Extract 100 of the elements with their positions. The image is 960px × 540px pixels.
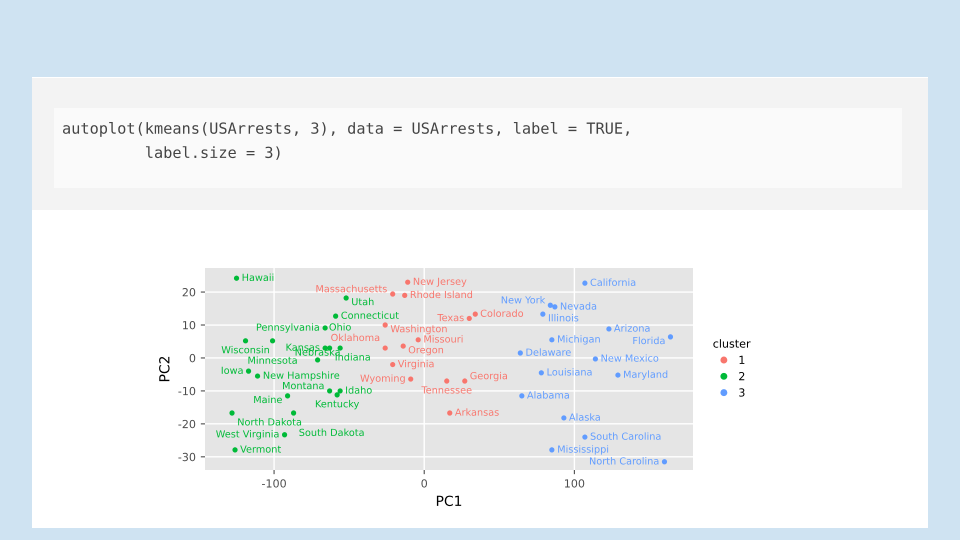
point bbox=[382, 322, 388, 328]
x-tick-label: -100 bbox=[262, 479, 286, 488]
point bbox=[462, 378, 468, 384]
annotation: Hawaii bbox=[242, 274, 274, 282]
x-tick-label: 100 bbox=[564, 479, 584, 488]
point bbox=[447, 410, 452, 416]
annotation: California bbox=[590, 278, 636, 286]
annotation: North Carolina bbox=[590, 457, 658, 465]
annotation: Idaho bbox=[346, 386, 372, 394]
point bbox=[408, 376, 414, 382]
annotation: North Dakota bbox=[238, 418, 302, 426]
point bbox=[334, 392, 340, 398]
point bbox=[582, 434, 588, 440]
y-axis-title: PC2 bbox=[159, 356, 170, 382]
annotation: Oregon bbox=[408, 346, 444, 356]
y-tick-label: 10 bbox=[183, 320, 196, 330]
annotation: Virginia bbox=[398, 360, 434, 370]
annotation: Missouri bbox=[424, 335, 463, 343]
y-tick-label: 20 bbox=[182, 288, 196, 296]
point bbox=[284, 393, 290, 398]
annotation: Maine bbox=[254, 396, 282, 404]
point bbox=[234, 276, 240, 281]
y-tick-label: -10 bbox=[178, 386, 196, 396]
point bbox=[466, 316, 472, 322]
point bbox=[549, 337, 554, 342]
point bbox=[668, 334, 674, 340]
point bbox=[518, 350, 523, 356]
annotation: Minnesota bbox=[248, 356, 297, 364]
text: autoplot(kmeans(USArrests, 3), data = USArrests, label = TRUE, label.size = 3) bbox=[62, 122, 629, 160]
annotation: New Jersey bbox=[414, 278, 467, 287]
annotation: Connecticut bbox=[341, 311, 399, 319]
annotation: Louisiana bbox=[548, 368, 592, 376]
point bbox=[416, 337, 421, 342]
point bbox=[400, 344, 406, 349]
annotation: Tennessee bbox=[421, 386, 472, 394]
annotation: Florida bbox=[633, 336, 665, 344]
point bbox=[402, 292, 408, 298]
legend-label: 2 bbox=[739, 372, 744, 380]
annotation: Arkansas bbox=[454, 408, 499, 416]
annotation: Massachusetts bbox=[316, 284, 387, 292]
annotation: Illinois bbox=[548, 314, 578, 322]
point bbox=[519, 393, 524, 398]
point bbox=[344, 295, 349, 301]
point bbox=[322, 325, 328, 331]
point bbox=[405, 280, 410, 285]
point bbox=[582, 280, 588, 286]
point bbox=[333, 314, 338, 319]
point bbox=[290, 410, 296, 416]
point bbox=[540, 312, 546, 317]
annotation: South Dakota bbox=[299, 428, 364, 436]
annotation: New Hampshire bbox=[264, 371, 340, 381]
point bbox=[327, 388, 332, 394]
point bbox=[254, 373, 260, 379]
point bbox=[552, 304, 558, 310]
x-axis-title: PC1 bbox=[436, 496, 462, 506]
annotation: Wisconsin bbox=[222, 346, 269, 354]
legend-label: 3 bbox=[739, 388, 744, 397]
annotation: Wyoming bbox=[360, 374, 405, 384]
point bbox=[282, 432, 288, 438]
annotation: Ohio bbox=[329, 323, 351, 331]
annotation: Washington bbox=[390, 324, 447, 334]
point bbox=[561, 415, 566, 421]
point bbox=[242, 338, 248, 344]
annotation: Montana bbox=[283, 382, 324, 390]
point bbox=[548, 302, 553, 308]
legend-title: cluster bbox=[713, 339, 751, 348]
point bbox=[246, 368, 252, 374]
point bbox=[606, 326, 612, 332]
annotation: Kentucky bbox=[316, 400, 360, 410]
point bbox=[382, 345, 388, 351]
annotation: Pennsylvania bbox=[256, 323, 319, 333]
annotation: South Carolina bbox=[590, 432, 660, 440]
point bbox=[615, 372, 621, 378]
annotation: Vermont bbox=[240, 445, 281, 453]
annotation: West Virginia bbox=[216, 430, 279, 440]
legend-label: 1 bbox=[740, 356, 744, 364]
point bbox=[390, 362, 396, 368]
point bbox=[390, 291, 396, 297]
annotation: Utah bbox=[352, 298, 374, 306]
annotation: Georgia bbox=[470, 372, 508, 382]
annotation: New Mexico bbox=[602, 354, 658, 362]
point bbox=[232, 447, 238, 452]
y-tick-label: -20 bbox=[178, 420, 196, 428]
point bbox=[538, 370, 544, 376]
x-tick-label: 0 bbox=[421, 479, 428, 488]
annotation: Delaware bbox=[526, 348, 571, 356]
annotation: Colorado bbox=[480, 309, 524, 317]
annotation: Maryland bbox=[624, 370, 668, 380]
y-tick-label: 0 bbox=[190, 354, 196, 362]
annotation: Alaska bbox=[569, 413, 600, 421]
y-tick-label: -30 bbox=[178, 452, 196, 462]
annotation: Rhode Island bbox=[410, 290, 472, 298]
annotation: Michigan bbox=[558, 335, 600, 345]
point bbox=[270, 338, 276, 344]
annotation: Nevada bbox=[560, 302, 596, 310]
annotation: New York bbox=[502, 296, 546, 304]
point bbox=[549, 447, 554, 452]
point bbox=[338, 388, 343, 394]
point bbox=[662, 459, 668, 464]
annotation: Mississippi bbox=[558, 445, 608, 455]
